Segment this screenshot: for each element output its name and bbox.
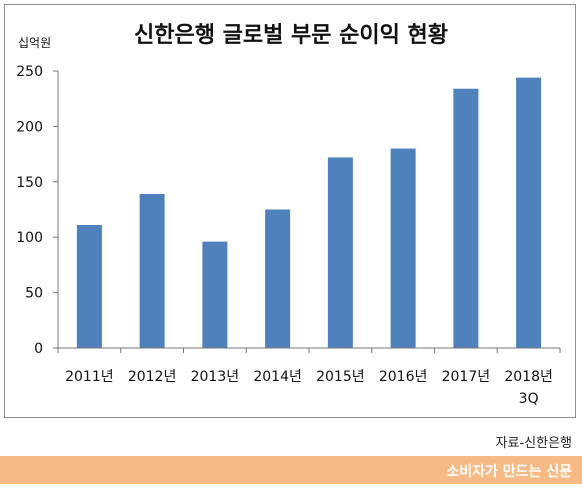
- y-tick-label: 0: [34, 341, 43, 357]
- y-tick-label: 150: [16, 175, 43, 191]
- y-axis: 0 50 100 150 200 250: [16, 64, 59, 357]
- x-tick-label: 2016년: [379, 369, 428, 385]
- y-tick-label: 200: [16, 119, 43, 135]
- bars: [76, 77, 542, 348]
- y-axis-unit-label: 십억원: [18, 36, 51, 50]
- bar: [76, 225, 102, 348]
- bar: [202, 241, 228, 348]
- bar: [265, 209, 291, 348]
- bar: [139, 193, 165, 348]
- x-tick-label: 2012년: [128, 369, 177, 385]
- x-tick-label: 2014년: [253, 369, 302, 385]
- x-tick-label: 2011년: [65, 369, 114, 385]
- chart-title: 신한은행 글로벌 부문 순이익 현황: [134, 23, 448, 48]
- y-tick-label: 100: [16, 230, 43, 246]
- bar: [390, 148, 416, 348]
- y-tick-label: 250: [16, 64, 43, 80]
- bar: [453, 88, 479, 348]
- bar: [516, 77, 542, 348]
- footer-slogan: 소비자가 만드는 신문: [446, 464, 572, 480]
- y-tick-label: 50: [25, 286, 43, 302]
- bar: [327, 157, 353, 348]
- source-label: 자료-신한은행: [495, 436, 572, 451]
- x-tick-label: 2018년 3Q: [504, 369, 553, 407]
- x-tick-label: 2013년: [191, 369, 240, 385]
- x-tick-label: 2017년: [442, 369, 491, 385]
- x-tick-label: 2015년: [316, 369, 365, 385]
- x-axis: 2011년 2012년 2013년 2014년 2015년 2016년 2017년 2018년…: [57, 347, 561, 407]
- footer-bar: 소비자가 만드는 신문: [0, 456, 582, 484]
